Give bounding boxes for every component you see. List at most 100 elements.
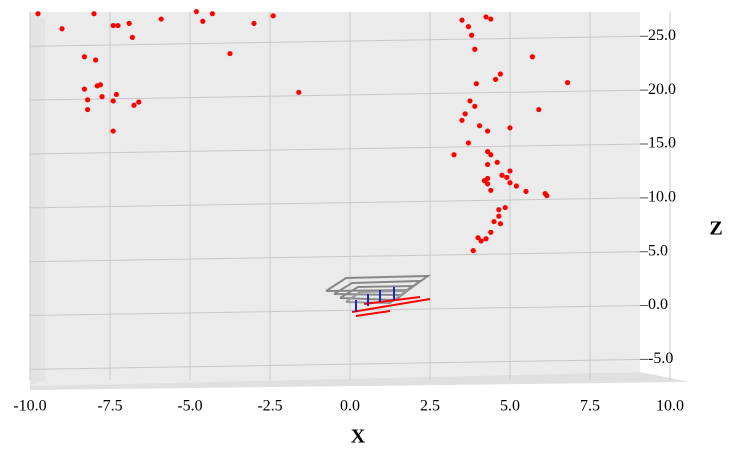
grid-line — [29, 251, 641, 263]
point — [110, 98, 116, 104]
point — [494, 159, 500, 165]
point — [470, 248, 476, 254]
point — [200, 18, 206, 24]
x-tick-label: 7.5 — [580, 398, 600, 415]
z-tick-label: 5.0 — [648, 242, 668, 259]
point — [81, 86, 87, 92]
point — [115, 22, 121, 29]
grid-line — [29, 35, 641, 47]
point — [481, 178, 487, 184]
point — [469, 32, 475, 38]
point — [131, 102, 137, 108]
x-tick-label: -5.0 — [177, 398, 202, 415]
point — [85, 106, 91, 113]
grid-line — [29, 143, 641, 155]
point — [478, 238, 484, 244]
camera-axis — [355, 310, 391, 317]
grid-line — [29, 358, 641, 370]
point — [472, 46, 478, 52]
grid-line — [29, 89, 641, 101]
point — [91, 11, 97, 17]
point — [488, 152, 494, 158]
camera-frustums — [325, 274, 432, 317]
point — [488, 16, 494, 22]
x-tick-label: 5.0 — [500, 398, 520, 415]
point — [136, 99, 142, 105]
x-tick-label: 10.0 — [656, 398, 684, 415]
point — [59, 26, 65, 32]
point — [485, 161, 491, 168]
x-tick-label: -7.5 — [97, 398, 122, 415]
point — [451, 152, 457, 158]
x-tick-label: 0.0 — [340, 398, 360, 415]
point — [493, 76, 499, 82]
point — [523, 188, 529, 194]
point — [496, 207, 502, 213]
x-tick-label: 2.5 — [420, 398, 440, 415]
point — [544, 193, 550, 199]
x-axis-label: X — [351, 426, 366, 448]
point — [465, 140, 471, 146]
point — [467, 98, 473, 104]
point — [81, 54, 87, 60]
point — [497, 221, 503, 227]
point — [565, 80, 571, 86]
point — [462, 111, 468, 117]
point — [513, 183, 520, 189]
point — [459, 17, 465, 23]
point — [483, 236, 489, 242]
z-axis-label: Z — [709, 218, 722, 240]
point — [270, 13, 276, 19]
floor-pane — [30, 372, 690, 390]
point — [536, 106, 542, 113]
z-tick-label: 10.0 — [648, 189, 676, 206]
point — [488, 187, 494, 193]
point — [97, 82, 103, 88]
point — [507, 168, 513, 174]
grid-line — [29, 197, 641, 209]
point — [158, 16, 164, 22]
x-tick-label: -2.5 — [257, 398, 282, 415]
point — [227, 50, 233, 57]
z-tick-label: 25.0 — [648, 27, 676, 44]
point — [485, 181, 491, 187]
point — [99, 94, 105, 100]
point — [129, 34, 135, 40]
grid-line — [29, 305, 641, 317]
point — [193, 8, 199, 15]
camera — [339, 284, 415, 302]
point — [85, 97, 91, 103]
point — [483, 14, 489, 20]
camera-axis — [351, 298, 431, 313]
z-tick-label: -5.0 — [648, 350, 673, 367]
point — [126, 20, 132, 26]
point — [485, 148, 491, 155]
point — [93, 57, 99, 63]
point — [110, 22, 116, 29]
back-pane — [30, 12, 640, 386]
point — [507, 180, 513, 186]
point — [497, 71, 503, 77]
point — [35, 11, 41, 17]
point — [502, 204, 508, 211]
camera-axis — [363, 296, 421, 305]
point — [488, 229, 494, 235]
point — [477, 123, 483, 129]
point — [472, 103, 478, 109]
z-tick-label: 20.0 — [648, 81, 676, 98]
point — [475, 235, 481, 241]
x-tick-label: -10.0 — [13, 398, 46, 415]
side-pane — [30, 12, 45, 386]
z-tick-label: 0.0 — [648, 296, 668, 313]
point — [209, 11, 215, 17]
point — [113, 91, 119, 98]
point — [496, 213, 502, 219]
z-tick-label: 15.0 — [648, 135, 676, 152]
point — [296, 89, 302, 95]
point — [473, 81, 479, 87]
point — [465, 24, 471, 30]
point — [529, 54, 536, 60]
point — [110, 128, 116, 134]
point — [507, 125, 513, 131]
